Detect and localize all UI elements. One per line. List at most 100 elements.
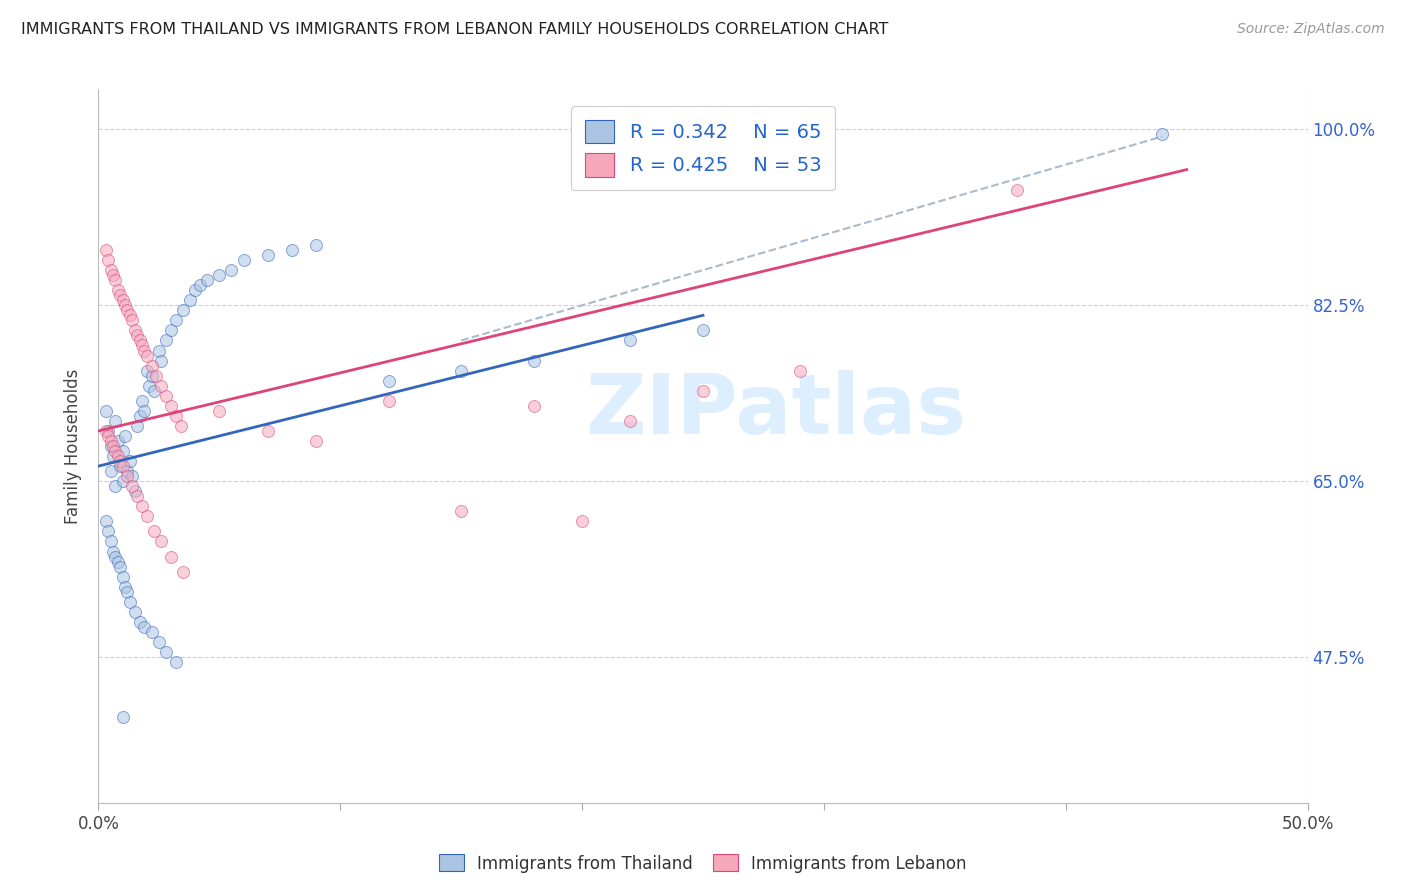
Text: ZIPatlas: ZIPatlas bbox=[585, 370, 966, 450]
Point bbox=[121, 313, 143, 327]
Point bbox=[188, 278, 211, 293]
Point bbox=[104, 414, 127, 428]
Point bbox=[160, 549, 183, 564]
Point bbox=[172, 565, 194, 579]
Point bbox=[450, 504, 472, 518]
Point bbox=[692, 323, 714, 337]
Point bbox=[124, 605, 146, 619]
Point bbox=[150, 353, 173, 368]
Point bbox=[571, 515, 593, 529]
Point bbox=[148, 635, 170, 649]
Point bbox=[135, 509, 157, 524]
Point bbox=[256, 248, 278, 262]
Point bbox=[145, 368, 167, 383]
Point bbox=[523, 399, 546, 413]
Point bbox=[281, 243, 304, 257]
Point bbox=[101, 268, 124, 282]
Point bbox=[305, 434, 328, 448]
Point bbox=[101, 449, 124, 463]
Point bbox=[135, 349, 157, 363]
Point bbox=[256, 424, 278, 438]
Point bbox=[107, 283, 129, 297]
Point bbox=[221, 263, 243, 277]
Point bbox=[117, 303, 139, 318]
Point bbox=[114, 580, 136, 594]
Point bbox=[1152, 128, 1174, 142]
Point bbox=[128, 615, 150, 629]
Point bbox=[141, 368, 163, 383]
Point bbox=[131, 338, 153, 352]
Point bbox=[117, 469, 139, 483]
Point bbox=[184, 283, 207, 297]
Point bbox=[155, 645, 177, 659]
Point bbox=[111, 444, 134, 458]
Point bbox=[165, 655, 187, 669]
Point bbox=[108, 459, 131, 474]
Point bbox=[107, 434, 129, 448]
Point bbox=[118, 309, 141, 323]
Text: IMMIGRANTS FROM THAILAND VS IMMIGRANTS FROM LEBANON FAMILY HOUSEHOLDS CORRELATIO: IMMIGRANTS FROM THAILAND VS IMMIGRANTS F… bbox=[21, 22, 889, 37]
Point bbox=[165, 409, 187, 423]
Point bbox=[124, 323, 146, 337]
Point bbox=[160, 399, 183, 413]
Point bbox=[100, 434, 122, 448]
Point bbox=[104, 444, 127, 458]
Point bbox=[114, 298, 136, 312]
Point bbox=[127, 418, 149, 433]
Point bbox=[124, 484, 146, 499]
Point bbox=[118, 595, 141, 609]
Point bbox=[141, 359, 163, 373]
Point bbox=[155, 334, 177, 348]
Point bbox=[107, 449, 129, 463]
Point bbox=[789, 363, 811, 377]
Point bbox=[134, 620, 156, 634]
Point bbox=[121, 469, 143, 483]
Point bbox=[135, 363, 157, 377]
Point bbox=[104, 549, 127, 564]
Point bbox=[131, 500, 153, 514]
Point bbox=[104, 273, 127, 287]
Point bbox=[101, 439, 124, 453]
Point bbox=[127, 489, 149, 503]
Point bbox=[100, 534, 122, 549]
Point bbox=[143, 384, 166, 398]
Point bbox=[138, 378, 160, 392]
Point bbox=[169, 418, 191, 433]
Point bbox=[127, 328, 149, 343]
Point bbox=[172, 303, 194, 318]
Point bbox=[208, 268, 231, 282]
Point bbox=[97, 524, 120, 539]
Point bbox=[94, 424, 117, 438]
Point bbox=[692, 384, 714, 398]
Point bbox=[108, 454, 131, 468]
Point bbox=[1007, 183, 1029, 197]
Point bbox=[128, 409, 150, 423]
Point bbox=[94, 515, 117, 529]
Point bbox=[179, 293, 201, 308]
Point bbox=[97, 429, 120, 443]
Point bbox=[117, 584, 139, 599]
Point bbox=[97, 424, 120, 438]
Point bbox=[619, 414, 641, 428]
Point bbox=[450, 363, 472, 377]
Point bbox=[165, 313, 187, 327]
Legend: R = 0.342    N = 65, R = 0.425    N = 53: R = 0.342 N = 65, R = 0.425 N = 53 bbox=[571, 106, 835, 191]
Point bbox=[150, 534, 173, 549]
Point bbox=[155, 389, 177, 403]
Point bbox=[97, 253, 120, 268]
Legend: Immigrants from Thailand, Immigrants from Lebanon: Immigrants from Thailand, Immigrants fro… bbox=[433, 847, 973, 880]
Point bbox=[94, 243, 117, 257]
Text: Source: ZipAtlas.com: Source: ZipAtlas.com bbox=[1237, 22, 1385, 37]
Point bbox=[134, 404, 156, 418]
Point bbox=[195, 273, 218, 287]
Point bbox=[208, 404, 231, 418]
Point bbox=[108, 288, 131, 302]
Point bbox=[100, 263, 122, 277]
Point bbox=[111, 474, 134, 488]
Point bbox=[111, 459, 134, 474]
Point bbox=[111, 293, 134, 308]
Point bbox=[131, 393, 153, 408]
Point bbox=[104, 479, 127, 493]
Point bbox=[377, 374, 399, 388]
Point bbox=[160, 323, 183, 337]
